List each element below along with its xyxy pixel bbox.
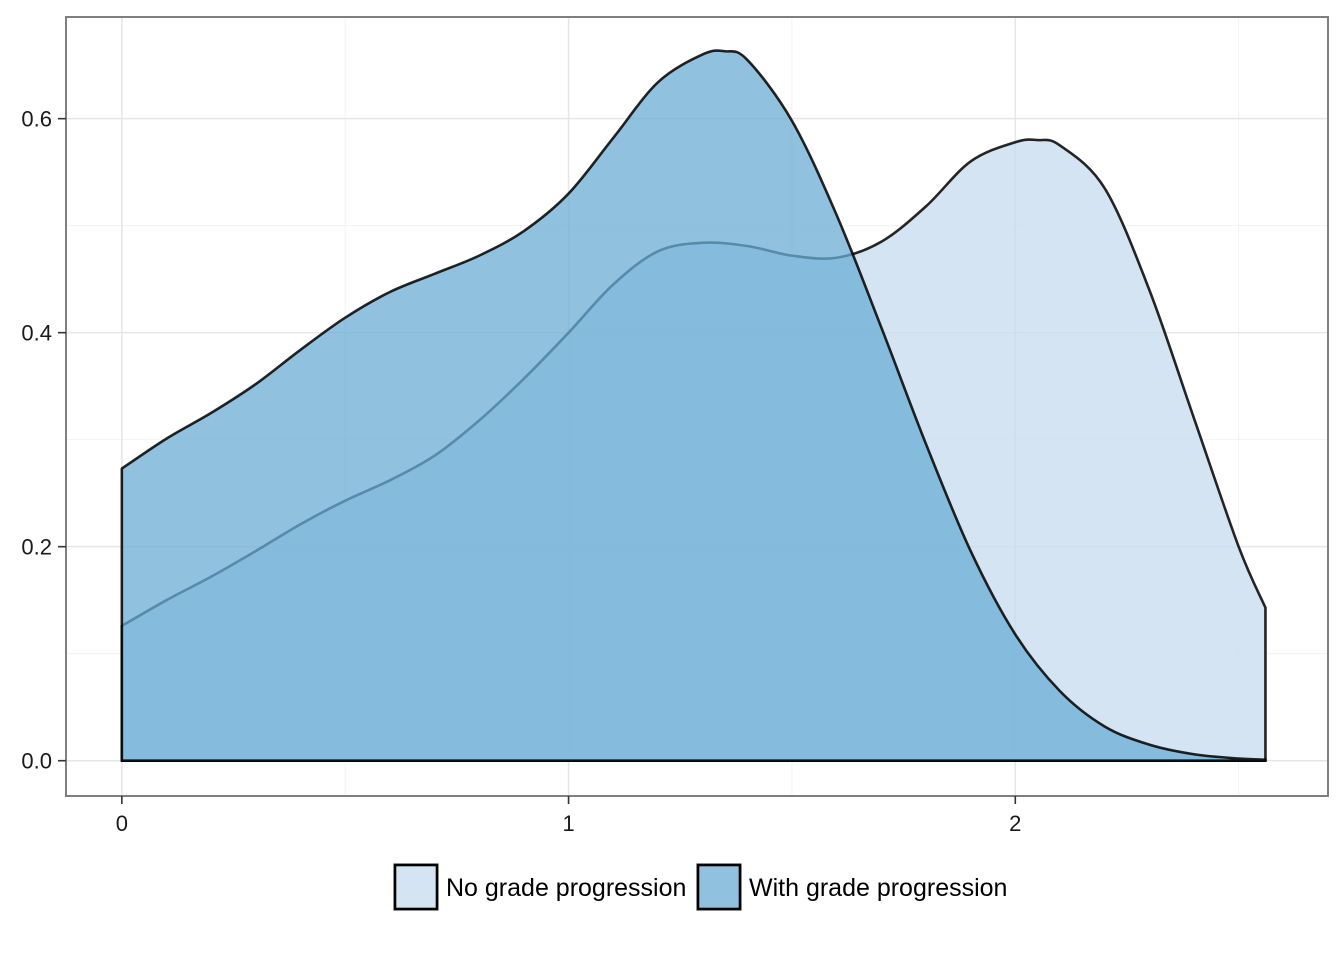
plot-panel-border xyxy=(65,16,1329,797)
legend-item-with-grade-progression: With grade progression xyxy=(696,863,1007,911)
legend-label: No grade progression xyxy=(446,874,686,902)
y-tick-label: 0.4 xyxy=(21,321,52,346)
density-areas xyxy=(120,49,1267,762)
y-tick-label: 0.2 xyxy=(21,535,52,560)
x-tick-label: 2 xyxy=(1009,811,1021,836)
x-tick-label: 1 xyxy=(562,811,574,836)
legend-key-swatch xyxy=(696,863,742,911)
axes: 0 1 2 0.0 0.2 0.4 0.6 xyxy=(21,107,1021,836)
y-tick-label: 0.0 xyxy=(21,749,52,774)
legend: No grade progression With grade progressi… xyxy=(393,863,1007,911)
legend-label: With grade progression xyxy=(749,874,1007,902)
y-tick-label: 0.6 xyxy=(21,107,52,132)
x-tick-label: 0 xyxy=(116,811,128,836)
legend-item-no-grade-progression: No grade progression xyxy=(393,863,686,911)
legend-key-swatch xyxy=(393,863,439,911)
density-area-with-grade-progression xyxy=(120,49,1267,762)
